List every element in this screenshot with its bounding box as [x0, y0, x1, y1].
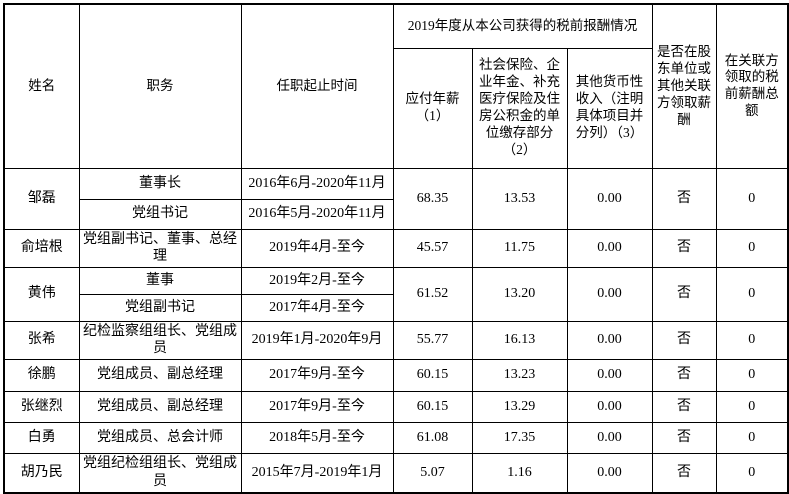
- header-cell-term: 任职起止时间: [240, 3, 394, 169]
- table-row: 白勇 党组成员、总会计师 2018年5月-至今 61.08 17.35 0.00…: [3, 421, 789, 454]
- cell-salary: 61.52: [392, 266, 473, 322]
- cell-related-total: 0: [715, 167, 789, 230]
- cell-other-income: 0.00: [566, 390, 653, 423]
- cell-person-name: 张继烈: [3, 390, 80, 423]
- table-row: 张继烈 党组成员、副总经理 2017年9月-至今 60.15 13.29 0.0…: [3, 390, 789, 423]
- table-row: 胡乃民 党组纪检组组长、党组成员 2015年7月-2019年1月 5.07 1.…: [3, 452, 789, 494]
- header-cell-comp-group: 2019年度从本公司获得的税前报酬情况: [392, 3, 653, 49]
- cell-shareholder-pay: 否: [651, 358, 717, 392]
- cell-salary: 68.35: [392, 167, 473, 230]
- cell-shareholder-pay: 否: [651, 452, 717, 494]
- table-row: 党组书记 2016年5月-2020年11月: [4, 198, 788, 230]
- table-row: 黄伟 董事 2019年2月-至今 61.52 13.20 0.00 否 0: [3, 266, 789, 322]
- cell-related-total: 0: [715, 421, 789, 454]
- cell-related-total: 0: [715, 320, 789, 360]
- cell-position: 党组副书记、董事、总经理: [78, 228, 242, 268]
- table-row: 徐鹏 党组成员、副总经理 2017年9月-至今 60.15 13.23 0.00…: [3, 358, 789, 392]
- cell-position: 党组书记: [78, 198, 242, 230]
- cell-person-name: 邹磊: [3, 167, 80, 230]
- cell-shareholder-pay: 否: [651, 421, 717, 454]
- cell-related-total: 0: [715, 390, 789, 423]
- cell-position: 党组成员、总会计师: [78, 421, 242, 454]
- cell-other-income: 0.00: [566, 320, 653, 360]
- cell-salary: 60.15: [392, 390, 473, 423]
- cell-shareholder-pay: 否: [651, 228, 717, 268]
- cell-insurance: 16.13: [471, 320, 568, 360]
- cell-term: 2018年5月-至今: [240, 421, 394, 454]
- cell-insurance: 13.29: [471, 390, 568, 423]
- header-cell-name: 姓名: [3, 3, 80, 169]
- cell-position: 纪检监察组组长、党组成员: [78, 320, 242, 360]
- cell-shareholder-pay: 否: [651, 167, 717, 230]
- cell-shareholder-pay: 否: [651, 320, 717, 360]
- cell-related-total: 0: [715, 228, 789, 268]
- cell-other-income: 0.00: [566, 358, 653, 392]
- cell-term: 2016年5月-2020年11月: [240, 198, 394, 230]
- cell-position: 党组成员、副总经理: [78, 390, 242, 423]
- page: { "header": { "name": "姓名", "position": …: [3, 3, 789, 494]
- cell-shareholder-pay: 否: [651, 390, 717, 423]
- cell-term: 2019年4月-至今: [240, 228, 394, 268]
- compensation-table: 姓名 职务 任职起止时间 2019年度从本公司获得的税前报酬情况 是否在股东单位…: [3, 3, 789, 494]
- cell-other-income: 0.00: [566, 167, 653, 230]
- cell-position: 董事: [78, 266, 242, 295]
- cell-position: 董事长: [78, 167, 242, 200]
- cell-person-name: 徐鹏: [3, 358, 80, 392]
- header-cell-insurance: 社会保险、企业年金、补充医疗保险及住房公积金的单位缴存部分（2）: [471, 47, 568, 169]
- cell-term: 2017年9月-至今: [240, 390, 394, 423]
- cell-insurance: 17.35: [471, 421, 568, 454]
- header-cell-shareholder-pay: 是否在股东单位或其他关联方领取薪酬: [651, 3, 717, 169]
- header-cell-salary: 应付年薪（1）: [392, 47, 473, 169]
- cell-term: 2015年7月-2019年1月: [240, 452, 394, 494]
- cell-insurance: 13.23: [471, 358, 568, 392]
- cell-other-income: 0.00: [566, 228, 653, 268]
- table-row: 党组副书记 2017年4月-至今: [4, 293, 788, 322]
- cell-position: 党组副书记: [78, 293, 242, 322]
- cell-term: 2016年6月-2020年11月: [240, 167, 394, 200]
- cell-salary: 61.08: [392, 421, 473, 454]
- table-row: 邹磊 董事长 2016年6月-2020年11月 68.35 13.53 0.00…: [3, 167, 789, 230]
- cell-person-name: 胡乃民: [3, 452, 80, 494]
- cell-related-total: 0: [715, 266, 789, 322]
- cell-person-name: 俞培根: [3, 228, 80, 268]
- cell-other-income: 0.00: [566, 452, 653, 494]
- cell-salary: 55.77: [392, 320, 473, 360]
- header-row-1: 姓名 职务 任职起止时间 2019年度从本公司获得的税前报酬情况 是否在股东单位…: [3, 3, 789, 169]
- cell-person-name: 白勇: [3, 421, 80, 454]
- cell-person-name: 黄伟: [3, 266, 80, 322]
- cell-related-total: 0: [715, 358, 789, 392]
- header-cell-related-total: 在关联方领取的税前薪酬总额: [715, 3, 789, 169]
- cell-insurance: 11.75: [471, 228, 568, 268]
- table-row: 张希 纪检监察组组长、党组成员 2019年1月-2020年9月 55.77 16…: [3, 320, 789, 360]
- cell-insurance: 1.16: [471, 452, 568, 494]
- cell-related-total: 0: [715, 452, 789, 494]
- header-cell-position: 职务: [78, 3, 242, 169]
- cell-salary: 60.15: [392, 358, 473, 392]
- cell-salary: 45.57: [392, 228, 473, 268]
- cell-salary: 5.07: [392, 452, 473, 494]
- cell-position: 党组纪检组组长、党组成员: [78, 452, 242, 494]
- cell-insurance: 13.53: [471, 167, 568, 230]
- cell-other-income: 0.00: [566, 266, 653, 322]
- cell-position: 党组成员、副总经理: [78, 358, 242, 392]
- cell-insurance: 13.20: [471, 266, 568, 322]
- cell-shareholder-pay: 否: [651, 266, 717, 322]
- header-cell-other-income: 其他货币性收入（注明具体项目并分列）（3）: [566, 47, 653, 169]
- cell-person-name: 张希: [3, 320, 80, 360]
- cell-term: 2017年9月-至今: [240, 358, 394, 392]
- cell-other-income: 0.00: [566, 421, 653, 454]
- cell-term: 2019年1月-2020年9月: [240, 320, 394, 360]
- cell-term: 2017年4月-至今: [240, 293, 394, 322]
- cell-term: 2019年2月-至今: [240, 266, 394, 295]
- table-row: 俞培根 党组副书记、董事、总经理 2019年4月-至今 45.57 11.75 …: [3, 228, 789, 268]
